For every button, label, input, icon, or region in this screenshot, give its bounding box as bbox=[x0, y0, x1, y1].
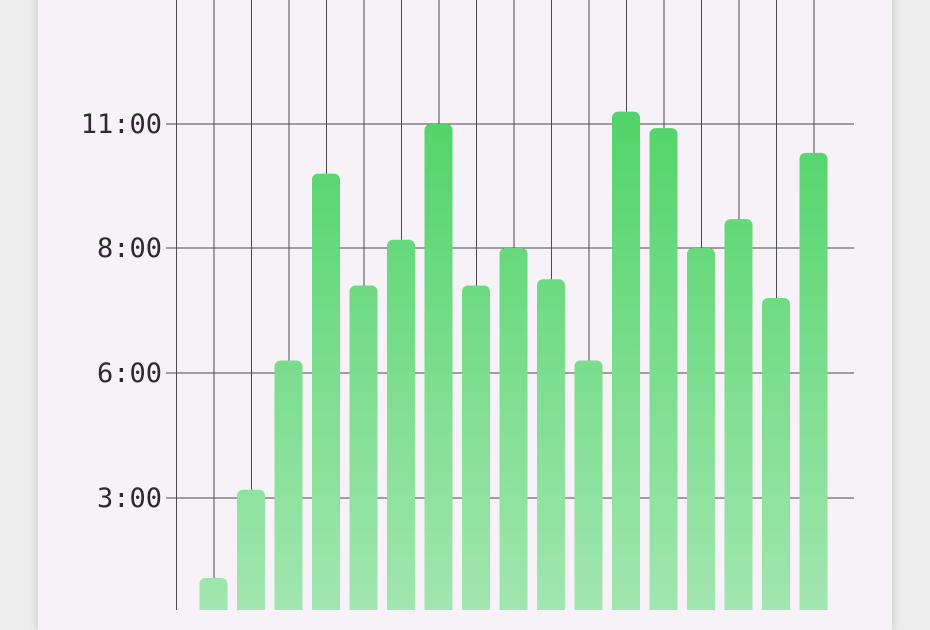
bar bbox=[574, 360, 603, 610]
bar bbox=[462, 285, 490, 610]
y-tick-label: 8:00 bbox=[97, 233, 162, 264]
bar bbox=[387, 239, 415, 610]
bar-chart: 3:00 6:00 8:00 11:00 bbox=[81, 0, 854, 610]
bar bbox=[649, 128, 678, 610]
bar bbox=[237, 489, 265, 610]
bar bbox=[499, 248, 528, 610]
bar bbox=[687, 248, 715, 610]
y-tick-label: 11:00 bbox=[81, 109, 162, 140]
bar bbox=[762, 298, 790, 610]
bar bbox=[199, 578, 228, 610]
chart-card: 3:00 6:00 8:00 11:00 bbox=[38, 0, 892, 630]
bar bbox=[312, 173, 340, 610]
bar bbox=[724, 219, 753, 610]
bars bbox=[199, 111, 828, 610]
bar bbox=[537, 279, 565, 610]
bar bbox=[349, 285, 378, 610]
bar bbox=[424, 124, 453, 610]
bar bbox=[612, 111, 640, 610]
bar bbox=[799, 152, 828, 610]
y-tick-label: 3:00 bbox=[97, 483, 162, 514]
bar bbox=[274, 360, 303, 610]
y-tick-label: 6:00 bbox=[97, 358, 162, 389]
